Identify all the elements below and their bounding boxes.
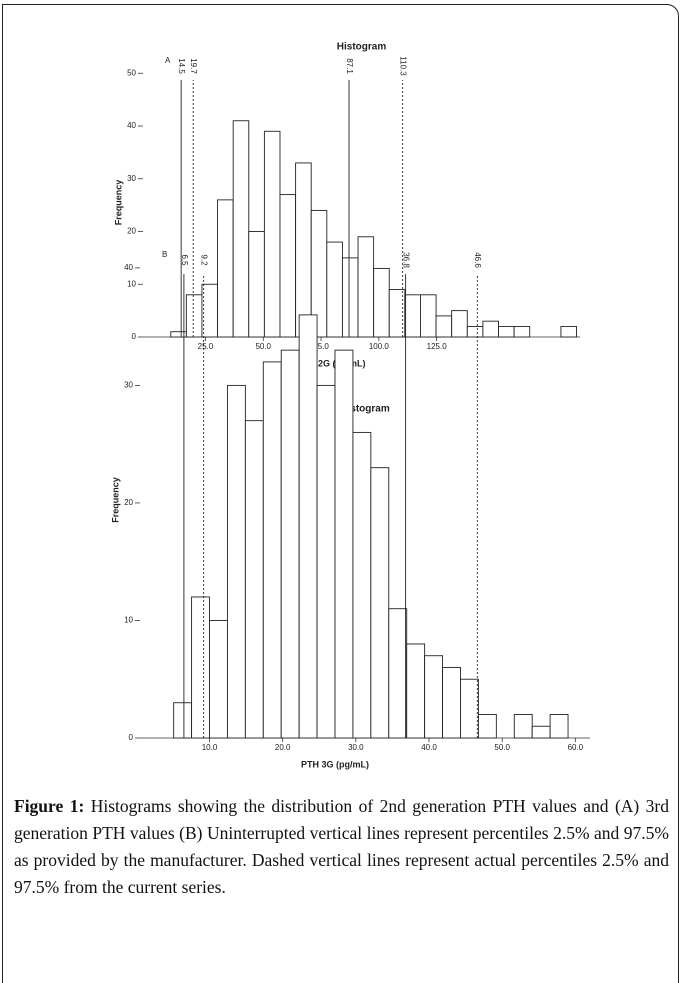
reference-line-label: 46.6 [473,252,482,268]
bar [549,714,569,739]
bar [248,231,265,338]
y-tick-label: 20 [124,498,133,507]
caption-text: Histograms showing the distribution of 2… [14,796,670,897]
y-tick-label: 30 [124,381,133,390]
bar [373,267,390,338]
bar [442,667,461,739]
reference-line-label: 6.5 [180,254,189,266]
bar [460,678,479,739]
bar [316,384,336,739]
x-tick-label: 25.0 [198,342,214,351]
panel-letter: B [162,250,167,259]
bar [244,420,264,739]
x-tick-label: 20.0 [275,743,291,752]
y-tick-label: 50 [127,68,136,77]
x-tick-label: 50.0 [255,342,271,351]
bar [173,702,193,739]
bar [341,257,359,338]
x-tick-label: 30.0 [348,743,364,752]
reference-line-label: 36.8 [402,252,411,268]
bar [232,120,250,338]
bar [263,130,281,338]
bar [279,194,297,338]
bar [424,655,444,739]
bar [560,326,577,338]
bar [209,620,228,739]
x-tick-label: 75.0 [313,342,329,351]
bar [404,294,421,338]
bar [498,326,515,338]
bar [201,283,219,338]
bar [217,199,234,338]
bar [370,467,390,739]
bar [406,643,426,739]
y-tick-label: 10 [124,616,133,625]
panel-letter: A [165,56,171,65]
bar [466,326,484,338]
x-tick-label: 50.0 [494,743,510,752]
bar [451,310,468,338]
bar [477,714,497,739]
bar [357,236,375,338]
y-tick-label: 40 [127,121,136,130]
reference-line-label: 9.2 [200,254,209,266]
y-tick-label: 20 [127,227,136,236]
bar [191,596,210,739]
bar [388,608,408,739]
bar [513,326,531,338]
y-tick-label: 10 [127,279,136,288]
bar [280,349,300,739]
caption: Figure 1: Histograms showing the distrib… [14,793,669,901]
x-tick-label: 100.0 [369,342,390,351]
bar [298,314,318,739]
bar [482,320,499,338]
chart-title: Histogram [340,404,390,415]
x-axis-label: PTH 3G (pg/mL) [301,759,369,769]
bar [326,241,343,338]
chart-title: Histogram [337,42,387,53]
bar [295,162,312,338]
bar [531,725,551,739]
x-tick-label: 125.0 [427,342,448,351]
bar [435,315,453,338]
y-tick-label: 0 [132,332,137,341]
caption-label: Figure 1: [14,796,85,816]
y-tick-label: 40 [124,263,133,272]
y-axis-label: Frequency [110,477,120,523]
reference-line-label: 87.1 [345,58,354,74]
figure-frame [2,4,679,983]
bar [226,384,246,739]
bar [185,294,203,338]
x-tick-label: 60.0 [568,743,584,752]
reference-line-label: 110.3 [399,56,408,76]
x-tick-label: 10.0 [202,743,218,752]
y-tick-label: 30 [127,174,136,183]
bar [352,431,372,739]
figure: Histogram A PTH 2G (pg/mL) Frequency 0 10 20 30… [110,42,590,769]
y-axis-label: Frequency [113,180,123,226]
x-tick-label: 40.0 [421,743,437,752]
y-tick-label: 0 [129,733,134,742]
bar [262,361,282,739]
bar [513,714,533,739]
reference-line-label: 19.7 [189,58,198,74]
bar [420,294,437,338]
bar [334,349,354,739]
reference-line-label: 14.5 [177,58,186,74]
x-axis-label: PTH 2G (pg/mL) [298,358,366,368]
